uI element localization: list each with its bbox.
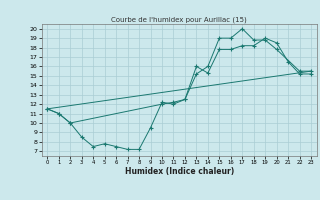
Title: Courbe de l'humidex pour Aurillac (15): Courbe de l'humidex pour Aurillac (15) bbox=[111, 16, 247, 23]
X-axis label: Humidex (Indice chaleur): Humidex (Indice chaleur) bbox=[124, 167, 234, 176]
